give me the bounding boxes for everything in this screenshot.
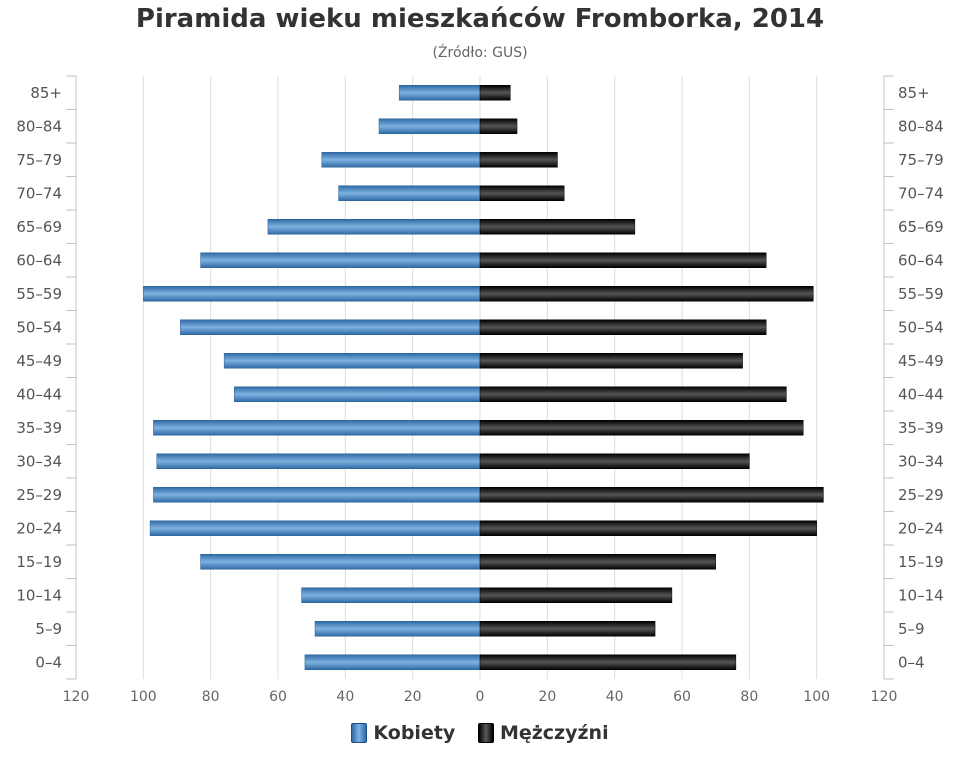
y-tick-label-left: 60–64 (16, 251, 62, 269)
bar-mezczyzni (479, 118, 518, 134)
y-tick-label-left: 5–9 (35, 620, 62, 638)
y-tick-label-right: 20–24 (898, 519, 944, 537)
bar-mezczyzni (479, 319, 767, 335)
x-tick-label: 40 (606, 689, 624, 705)
y-tick-label-right: 40–44 (898, 385, 944, 403)
grid-lines (142, 76, 818, 679)
legend-label-kobiety: Kobiety (373, 722, 456, 744)
bar-kobiety (301, 587, 481, 603)
y-tick-label-left: 45–49 (16, 352, 62, 370)
x-tick-label: 60 (269, 689, 287, 705)
y-tick-label-right: 35–39 (898, 419, 944, 437)
x-tick-label: 80 (740, 689, 758, 705)
x-tick-label: 0 (476, 689, 485, 705)
y-tick-label-left: 0–4 (35, 653, 62, 671)
x-tick-label: 40 (336, 689, 354, 705)
tick-labels: 120 100 80 60 40 20 0 20 40 60 80 100 120 85+ 85+ 80–84… (16, 84, 943, 705)
bar-kobiety (314, 621, 481, 637)
y-tick-label-right: 85+ (898, 84, 930, 102)
x-tick-label: 120 (63, 689, 90, 705)
bar-kobiety (200, 252, 481, 268)
bar-mezczyzni (479, 453, 750, 469)
bar-kobiety (153, 420, 481, 436)
legend-item-kobiety[interactable]: Kobiety (351, 722, 455, 744)
x-tick-label: 20 (404, 689, 422, 705)
y-tick-label-right: 80–84 (898, 117, 944, 135)
y-tick-label-right: 25–29 (898, 486, 944, 504)
legend: Kobiety Mężczyźni (0, 722, 960, 748)
bar-mezczyzni (479, 386, 787, 402)
bar-kobiety (156, 453, 481, 469)
bar-kobiety (149, 520, 481, 536)
y-tick-label-left: 30–34 (16, 452, 62, 470)
y-tick-label-left: 35–39 (16, 419, 62, 437)
bar-kobiety (180, 319, 481, 335)
y-tick-label-right: 45–49 (898, 352, 944, 370)
bar-mezczyzni (479, 520, 817, 536)
y-tick-label-left: 50–54 (16, 318, 62, 336)
legend-item-mezczyzni[interactable]: Mężczyźni (477, 722, 609, 744)
y-tick-label-right: 50–54 (898, 318, 944, 336)
y-tick-label-left: 25–29 (16, 486, 62, 504)
bar-mezczyzni (479, 185, 565, 201)
bar-kobiety (304, 654, 481, 670)
y-tick-label-right: 10–14 (898, 586, 944, 604)
y-tick-label-right: 55–59 (898, 285, 944, 303)
chart-title: Piramida wieku mieszkańców Fromborka, 20… (135, 4, 825, 34)
x-tick-label: 100 (130, 689, 157, 705)
bar-mezczyzni (479, 286, 814, 302)
y-tick-label-right: 70–74 (898, 184, 944, 202)
y-tick-label-left: 80–84 (16, 117, 62, 135)
y-tick-label-right: 30–34 (898, 452, 944, 470)
legend-label-mezczyzni: Mężczyźni (499, 722, 609, 744)
y-tick-label-left: 20–24 (16, 519, 62, 537)
legend-swatch-mezczyzni (477, 723, 494, 743)
bar-mezczyzni (479, 152, 558, 168)
bar-mezczyzni (479, 252, 767, 268)
bar-mezczyzni (479, 353, 743, 369)
x-tick-label: 100 (803, 689, 830, 705)
x-tick-label: 120 (871, 689, 898, 705)
bar-kobiety (223, 353, 481, 369)
bar-kobiety (378, 118, 481, 134)
y-tick-label-left: 15–19 (16, 553, 62, 571)
bar-mezczyzni (479, 587, 673, 603)
bar-kobiety (153, 487, 481, 503)
bar-kobiety (233, 386, 481, 402)
bar-mezczyzni (479, 654, 737, 670)
chart-subtitle: (Źródło: GUS) (432, 45, 528, 61)
bars (143, 85, 824, 670)
y-tick-label-left: 55–59 (16, 285, 62, 303)
bar-kobiety (267, 219, 481, 235)
y-tick-label-right: 65–69 (898, 218, 944, 236)
bar-kobiety (321, 152, 481, 168)
y-tick-label-right: 15–19 (898, 553, 944, 571)
x-tick-label: 80 (202, 689, 220, 705)
bar-mezczyzni (479, 219, 636, 235)
x-tick-label: 20 (538, 689, 556, 705)
bar-mezczyzni (479, 621, 656, 637)
y-tick-label-left: 85+ (30, 84, 62, 102)
y-tick-label-right: 75–79 (898, 151, 944, 169)
bar-mezczyzni (479, 487, 824, 503)
bar-mezczyzni (479, 420, 804, 436)
legend-swatch-kobiety (351, 723, 368, 743)
y-tick-label-left: 75–79 (16, 151, 62, 169)
bar-kobiety (338, 185, 481, 201)
y-tick-label-right: 0–4 (898, 653, 925, 671)
y-tick-label-right: 5–9 (898, 620, 925, 638)
bar-kobiety (143, 286, 481, 302)
bar-mezczyzni (479, 554, 716, 570)
x-tick-label: 60 (673, 689, 691, 705)
y-tick-label-left: 40–44 (16, 385, 62, 403)
axes (66, 75, 894, 680)
bar-kobiety (200, 554, 481, 570)
y-tick-label-right: 60–64 (898, 251, 944, 269)
bar-mezczyzni (479, 85, 511, 101)
bar-kobiety (398, 85, 481, 101)
y-tick-label-left: 10–14 (16, 586, 62, 604)
y-tick-label-left: 65–69 (16, 218, 62, 236)
y-tick-label-left: 70–74 (16, 184, 62, 202)
